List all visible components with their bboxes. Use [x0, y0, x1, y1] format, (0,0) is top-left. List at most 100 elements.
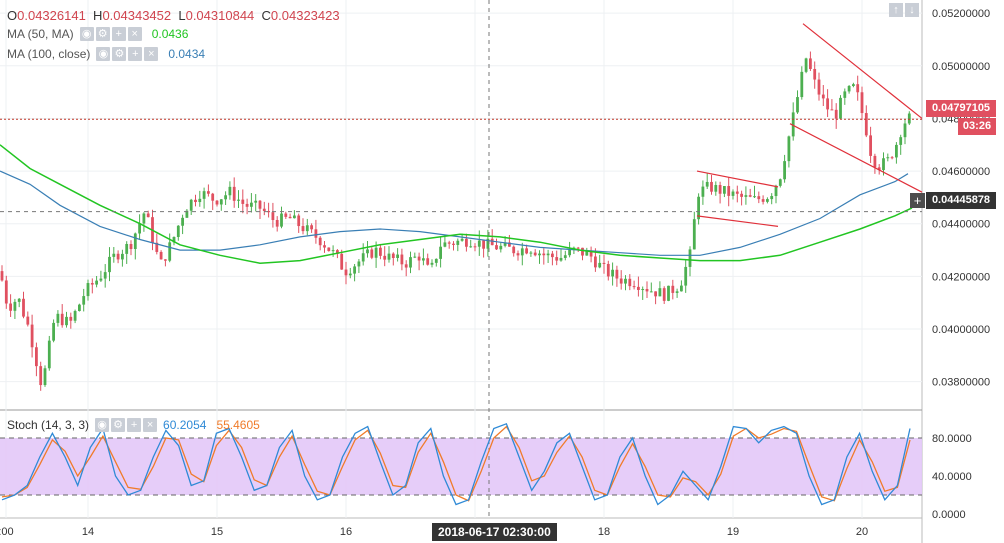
time-tick-label: 14 [82, 526, 94, 538]
candle-body [267, 210, 270, 213]
up-arrow-icon[interactable]: ↑ [889, 3, 903, 17]
candle-body [482, 240, 485, 249]
add-icon[interactable]: + [127, 418, 142, 432]
candle-body [632, 286, 636, 288]
candle-body [882, 158, 885, 171]
candle-body [374, 247, 378, 258]
candle-body [813, 68, 817, 80]
candle-body [224, 195, 227, 200]
candle-body [692, 219, 696, 250]
candle-body [452, 243, 455, 245]
candle-body [499, 245, 503, 250]
candle-body [215, 200, 219, 205]
candle-body [82, 296, 86, 305]
ma50-value: 0.0436 [151, 27, 189, 41]
ohlc-open-label: O [7, 8, 18, 23]
candle-body [327, 247, 331, 252]
candle-body [168, 242, 172, 261]
candle-body [899, 137, 903, 145]
candle-body [542, 253, 546, 256]
candle-body [22, 298, 25, 317]
eye-icon[interactable]: ◉ [95, 418, 110, 432]
candle-body [90, 283, 94, 285]
candle-body [112, 253, 116, 257]
ma100-label: MA (100, close) [7, 47, 91, 61]
candle-body [606, 263, 610, 277]
ohlc-close-value: 0.04323423 [270, 8, 340, 23]
add-icon[interactable]: + [111, 27, 126, 41]
down-arrow-icon[interactable]: ↓ [905, 3, 919, 17]
candle-body [460, 238, 464, 241]
candle-body [288, 216, 292, 219]
time-tick-label: :00 [0, 526, 14, 538]
candle-body [430, 262, 434, 265]
candle-body [662, 288, 666, 301]
candle-body [159, 251, 163, 260]
candle-body [207, 191, 210, 194]
candle-body [189, 199, 193, 211]
stoch-tick-label: 0.0000 [932, 509, 966, 521]
candle-body [731, 191, 735, 196]
candle-body [99, 278, 103, 281]
candle-body [344, 269, 348, 276]
candle-body [740, 193, 743, 197]
candle-body [520, 248, 524, 256]
close-icon[interactable]: × [144, 47, 159, 61]
candle-body [396, 254, 399, 258]
candle-body [434, 258, 438, 263]
candle-body [108, 256, 111, 273]
eye-icon[interactable]: ◉ [96, 47, 111, 61]
candle-body [138, 223, 141, 234]
candle-body [804, 58, 808, 72]
candle-body [495, 245, 498, 250]
candle-body [645, 289, 649, 292]
gear-icon[interactable]: ⚙ [111, 418, 126, 432]
candle-body [301, 226, 305, 232]
candle-body [589, 251, 593, 257]
candle-body [0, 271, 4, 281]
candle-body [232, 186, 236, 201]
gear-icon[interactable]: ⚙ [95, 27, 110, 41]
candle-body [624, 278, 627, 284]
add-icon[interactable]: + [128, 47, 143, 61]
eye-icon[interactable]: ◉ [79, 27, 94, 41]
candle-body [735, 191, 739, 194]
candle-body [361, 253, 365, 262]
ma100-legend: MA (100, close) ◉ ⚙ + × 0.0434 [7, 47, 205, 61]
time-tick-label: 15 [211, 526, 223, 538]
candle-body [903, 123, 907, 138]
candle-body [508, 242, 511, 247]
candle-body [413, 256, 417, 258]
candle-body [52, 322, 55, 341]
candle-body [340, 253, 344, 270]
time-tick-label: 20 [856, 526, 868, 538]
candle-body [129, 243, 133, 250]
gear-icon[interactable]: ⚙ [112, 47, 127, 61]
ohlc-open-value: 0.04326141 [17, 8, 86, 23]
candle-body [422, 258, 425, 261]
candle-body [826, 98, 829, 110]
candle-body [860, 92, 864, 114]
close-icon[interactable]: × [143, 418, 158, 432]
candle-body [697, 196, 700, 220]
candle-body [864, 113, 868, 136]
candle-body [314, 229, 318, 238]
candle-body [796, 97, 799, 113]
candle-body [60, 313, 64, 326]
candle-body [370, 249, 374, 258]
candle-body [727, 186, 731, 196]
candle-body [774, 185, 778, 197]
close-icon[interactable]: × [127, 27, 142, 41]
candle-body [323, 245, 326, 248]
candle-body [39, 366, 43, 386]
price-tick-label: 0.04000000 [932, 324, 990, 336]
ma50-line [0, 144, 913, 264]
time-tick-label: 18 [598, 526, 610, 538]
candle-body [649, 291, 653, 293]
candle-body [568, 249, 571, 256]
add-alert-icon[interactable]: + [910, 193, 925, 208]
candle-body [512, 246, 516, 254]
candle-body [852, 84, 855, 87]
candle-body [219, 199, 223, 205]
